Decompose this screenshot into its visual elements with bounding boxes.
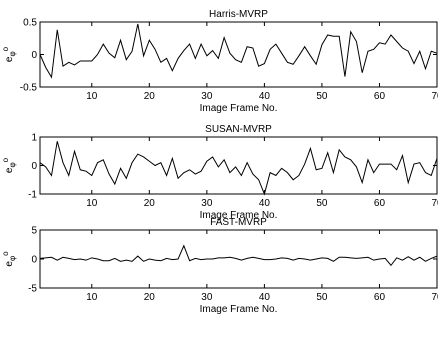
susan-ylabel: eφo [1,157,17,173]
harris-xtick-label: 50 [316,91,328,102]
fast-xtick-label: 50 [316,292,328,303]
susan-ytick-label: 0 [31,161,37,172]
harris-xtick-label: 10 [86,91,98,102]
susan-ytick-label: -1 [28,190,37,201]
fast-ytick-label: 0 [31,255,37,266]
fast-xtick-label: 10 [86,292,98,303]
harris-ytick-label: -0.5 [20,83,38,94]
harris-ytick-label: 0 [31,50,37,61]
susan-xtick-label: 40 [259,198,271,209]
fast-xtick-label: 70 [431,292,438,303]
susan-title: SUSAN-MVRP [205,124,272,135]
harris-ylabel: eφo [1,46,17,62]
harris-xtick-label: 20 [144,91,156,102]
harris-xtick-label: 70 [431,91,438,102]
susan-xtick-label: 60 [374,198,386,209]
harris-plot-frame [39,21,438,88]
fast-xtick-label: 40 [259,292,271,303]
fast-ytick-label: 5 [31,226,37,237]
susan-plot-frame [39,136,438,195]
harris-ytick-label: 0.5 [23,18,37,29]
susan-series-line [39,141,438,196]
fast-series-line [39,244,438,267]
fast-ylabel: eφo [1,251,17,267]
susan-xtick-label: 10 [86,198,98,209]
fast-ytick-label: -5 [28,284,37,295]
susan-xlabel: Image Frame No. [200,210,278,221]
harris-panel: Harris-MVRP 10 20 30 40 50 60 70 0.5 0 -0.5 Image F… [1,9,438,114]
harris-xtick-label: 40 [259,91,271,102]
harris-title: Harris-MVRP [209,9,268,20]
harris-xtick-label: 60 [374,91,386,102]
fast-title: FAST-MVRP [210,217,267,228]
fast-xlabel: Image Frame No. [200,304,278,315]
harris-xtick-label: 30 [201,91,213,102]
harris-series-line [39,23,438,79]
fast-xtick-label: 20 [144,292,156,303]
fast-xtick-label: 30 [201,292,213,303]
harris-xlabel: Image Frame No. [200,103,278,114]
susan-xtick-label: 20 [144,198,156,209]
fast-xtick-label: 60 [374,292,386,303]
susan-xtick-label: 30 [201,198,213,209]
susan-xtick-label: 70 [431,198,438,209]
susan-ytick-label: 1 [31,133,37,144]
susan-xtick-label: 50 [316,198,328,209]
